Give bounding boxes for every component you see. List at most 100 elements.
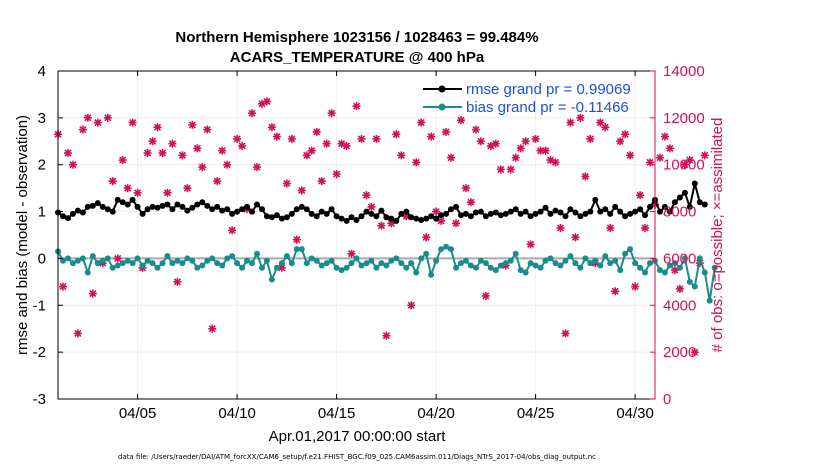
rmse-point [368,210,375,217]
bias-point [353,255,360,262]
rmse-point [542,204,549,211]
obs-count-marker [108,177,117,186]
rmse-point [373,213,380,220]
obs-count-marker [158,149,167,157]
bias-point [229,253,236,260]
bias-point [174,257,181,264]
rmse-point [428,213,435,220]
bias-point [338,267,345,274]
bias-point [428,271,435,278]
rmse-point [418,217,425,223]
x-tick-label-2: 04/15 [318,405,356,422]
rmse-point [293,206,300,213]
bias-point [701,269,708,276]
bias-point [249,260,255,267]
y-axis-ticks: -3 -2 -1 0 1 2 3 4 [33,63,63,408]
bias-point [159,260,166,267]
rmse-point [259,206,265,213]
bias-point [254,250,260,257]
obs-count-marker [123,184,132,193]
bias-point [666,262,673,269]
right-tick-label-0: 0 [663,391,671,408]
obs-count-marker [660,132,669,141]
rmse-point [438,212,445,219]
obs-count-marker [576,113,585,122]
obs-count-marker [73,329,82,338]
bias-point [661,269,668,276]
bias-point [711,264,718,271]
obs-count-marker [447,153,456,162]
bias-point [74,257,81,264]
obs-count-marker [427,132,436,141]
rmse-point [696,199,703,206]
bias-point [642,269,648,276]
bias-point [577,264,584,271]
obs-count-marker [626,151,635,160]
rmse-point [194,201,201,208]
bias-point [557,262,564,269]
obs-count-marker [690,348,699,357]
bias-point [65,255,71,262]
legend-bias-label: bias grand pr = -0.11466 [466,99,629,116]
bias-point [408,260,415,267]
rmse-point [572,209,579,216]
rmse-point [363,208,370,215]
rmse-point [642,212,648,219]
rmse-point [562,213,569,220]
obs-count-marker [198,163,207,172]
bias-point [582,255,589,262]
obs-count-marker [476,137,485,146]
rmse-point [547,210,554,217]
rmse-point [333,213,340,220]
obs-count-marker [148,137,157,146]
bias-point [562,257,569,264]
obs-count-marker [571,233,580,242]
rmse-point [189,204,196,211]
right-tick-label-4: 8000 [663,204,696,221]
x-tick-label-0: 04/05 [119,405,157,422]
bias-point [438,246,445,253]
obs-count-marker [685,156,694,165]
bias-point [572,260,579,267]
plot-area [58,71,655,399]
rmse-point [388,215,395,222]
rmse-point [308,210,315,217]
obs-count-marker [511,153,520,162]
bias-point [627,246,634,253]
rmse-point [298,203,305,210]
x-axis-label: Apr.01,2017 00:00:00 start [269,428,447,445]
obs-count-marker [670,266,679,275]
rmse-point [129,196,136,203]
rmse-point [632,208,639,215]
obs-count-marker [63,149,72,157]
y-tick-label-4: 1 [38,204,46,221]
obs-count-marker [372,134,381,143]
rmse-point [467,213,474,220]
rmse-point [393,217,400,224]
bias-point [552,260,559,267]
obs-count-marker [655,153,664,162]
rmse-point [74,207,81,214]
bias-point [378,260,385,267]
bias-point [259,264,265,271]
legend: rmse grand pr = 0.99069 bias grand pr = … [423,81,631,116]
rmse-point [278,215,285,222]
obs-count-marker [128,118,137,127]
rmse-point [671,199,678,206]
right-tick-label-3: 6000 [663,250,696,267]
obs-count-marker [611,287,620,296]
bias-point [632,260,639,267]
y-tick-label-1: -2 [33,344,46,361]
rmse-point [433,215,440,222]
obs-count-marker [103,113,112,122]
y-axis-label: rmse and bias (model - observation) [14,115,31,355]
rmse-point [472,209,479,216]
rmse-point [403,208,410,215]
rmse-point [328,206,335,213]
obs-count-marker [153,123,162,132]
obs-count-marker [641,223,650,232]
bias-point [358,262,365,269]
bias-point [681,255,688,262]
rmse-point [254,201,260,208]
rmse-point [219,207,226,214]
